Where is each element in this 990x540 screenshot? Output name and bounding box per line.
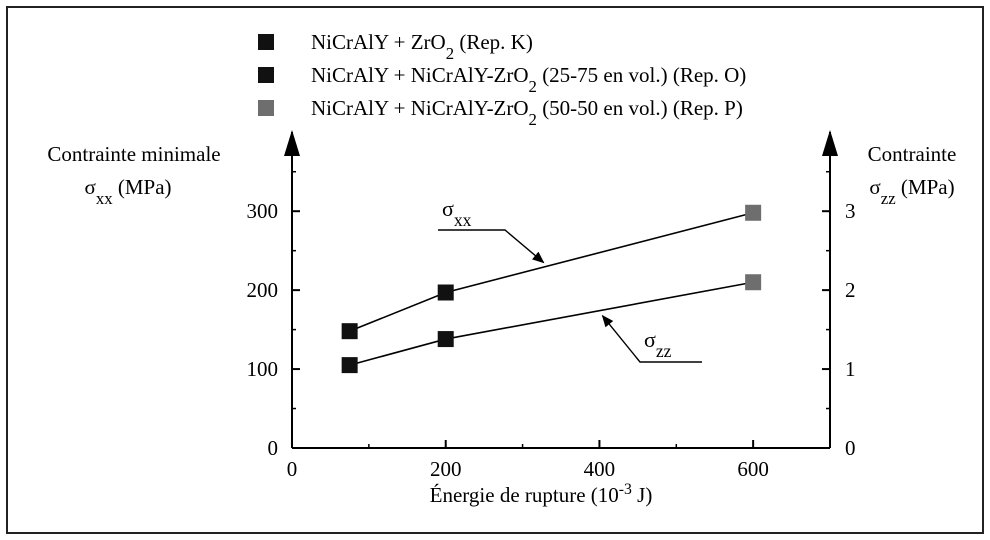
data-point-sigma-xx-0 <box>341 323 358 340</box>
annotation-arrow-sigma-xx <box>438 229 545 264</box>
data-point-sigma-zz-1 <box>437 331 454 348</box>
y-right-tick-label-1: 1 <box>845 357 856 381</box>
y-axis-right-title-symbol: σzz (MPa) <box>869 175 954 208</box>
x-tick-label-2: 400 <box>584 457 616 481</box>
legend-label-0: NiCrAlY + ZrO2 (Rep. K) <box>311 30 533 63</box>
y-axis-right-title: Contrainte <box>868 142 957 166</box>
x-axis-title: Énergie de rupture (10-3 J) <box>430 481 653 508</box>
legend-marker-1 <box>258 67 274 83</box>
y-right-tick-label-2: 2 <box>845 278 856 302</box>
annotation-arrow-sigma-zz <box>601 314 702 363</box>
legend-label-1: NiCrAlY + NiCrAlY-ZrO2 (25-75 en vol.) (… <box>311 63 746 96</box>
data-point-sigma-xx-1 <box>437 284 454 301</box>
series-line-sigma-xx <box>349 212 754 332</box>
annotation-label-sigma-zz: σzz <box>644 327 672 361</box>
data-point-sigma-xx-2 <box>745 204 762 221</box>
y-left-tick-label-2: 200 <box>247 278 279 302</box>
y-right-tick-label-0: 0 <box>845 436 856 460</box>
y-axis-left-title-symbol: σxx (MPa) <box>84 175 171 208</box>
x-tick-label-1: 200 <box>430 457 462 481</box>
y-axis-left-arrow-icon <box>284 130 300 156</box>
legend-marker-2 <box>258 100 274 116</box>
figure-frame <box>6 6 984 534</box>
legend-marker-0 <box>258 34 274 50</box>
series-line-sigma-zz <box>349 281 754 366</box>
y-left-tick-label-3: 300 <box>247 199 279 223</box>
x-tick-label-3: 600 <box>737 457 769 481</box>
y-left-tick-label-1: 100 <box>247 357 279 381</box>
data-point-sigma-zz-0 <box>341 357 358 374</box>
data-point-sigma-zz-2 <box>745 274 762 291</box>
y-left-tick-label-0: 0 <box>268 436 279 460</box>
y-axis-left-title: Contrainte minimale <box>47 142 220 166</box>
annotation-label-sigma-xx: σxx <box>442 196 472 230</box>
legend-label-2: NiCrAlY + NiCrAlY-ZrO2 (50-50 en vol.) (… <box>311 96 743 129</box>
y-axis-right-arrow-icon <box>822 130 838 156</box>
y-right-tick-label-3: 3 <box>845 199 856 223</box>
x-tick-label-0: 0 <box>287 457 298 481</box>
